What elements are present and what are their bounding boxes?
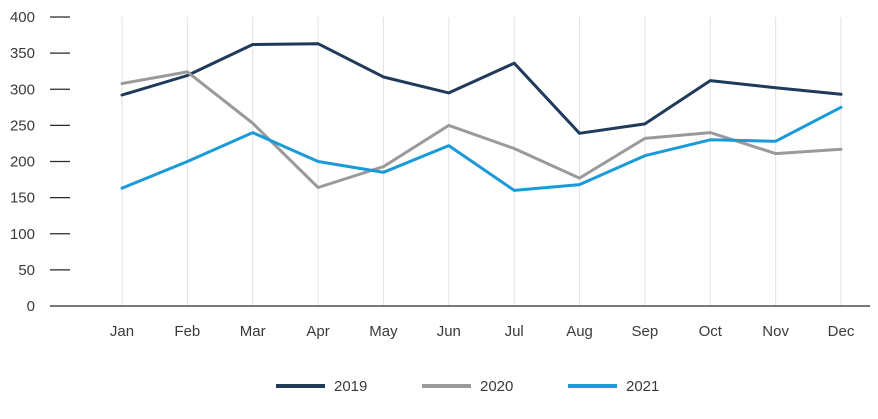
y-tick-label: 350 [10, 45, 35, 62]
legend-label-2021: 2021 [626, 378, 659, 395]
legend-label-2020: 2020 [480, 378, 513, 395]
x-tick-label-may: May [369, 323, 398, 340]
series-layer [120, 42, 843, 192]
x-tick-label-feb: Feb [174, 323, 200, 340]
y-tick-label: 300 [10, 81, 35, 98]
series-line-2019 [120, 42, 843, 135]
x-tick-label-oct: Oct [699, 323, 723, 340]
x-tick-label-jul: Jul [505, 323, 524, 340]
x-tick-label-jan: Jan [110, 323, 134, 340]
x-tick-label-aug: Aug [566, 323, 593, 340]
y-tick-label: 0 [27, 298, 35, 315]
y-axis: 0 50 100 150 200 250 300 350 400 [10, 9, 70, 315]
legend: 2019 2020 2021 [276, 378, 659, 395]
x-tick-label-apr: Apr [306, 323, 329, 340]
x-tick-label-mar: Mar [240, 323, 266, 340]
x-tick-label-dec: Dec [828, 323, 855, 340]
y-tick-label: 400 [10, 9, 35, 26]
series-line-2020 [120, 70, 843, 189]
x-tick-label-jun: Jun [437, 323, 461, 340]
legend-label-2019: 2019 [334, 378, 367, 395]
x-tick-label-sep: Sep [632, 323, 659, 340]
x-axis: Jan Feb Mar Apr May Jun Jul Aug Sep Oct Nov Dec [50, 305, 870, 340]
y-tick-label: 250 [10, 117, 35, 134]
y-tick-label: 100 [10, 226, 35, 243]
series-line-2021 [120, 105, 843, 192]
y-tick-label: 150 [10, 190, 35, 207]
y-tick-label: 200 [10, 154, 35, 171]
x-tick-label-nov: Nov [762, 323, 789, 340]
y-tick-label: 50 [18, 262, 35, 279]
grid-layer [121, 17, 842, 306]
